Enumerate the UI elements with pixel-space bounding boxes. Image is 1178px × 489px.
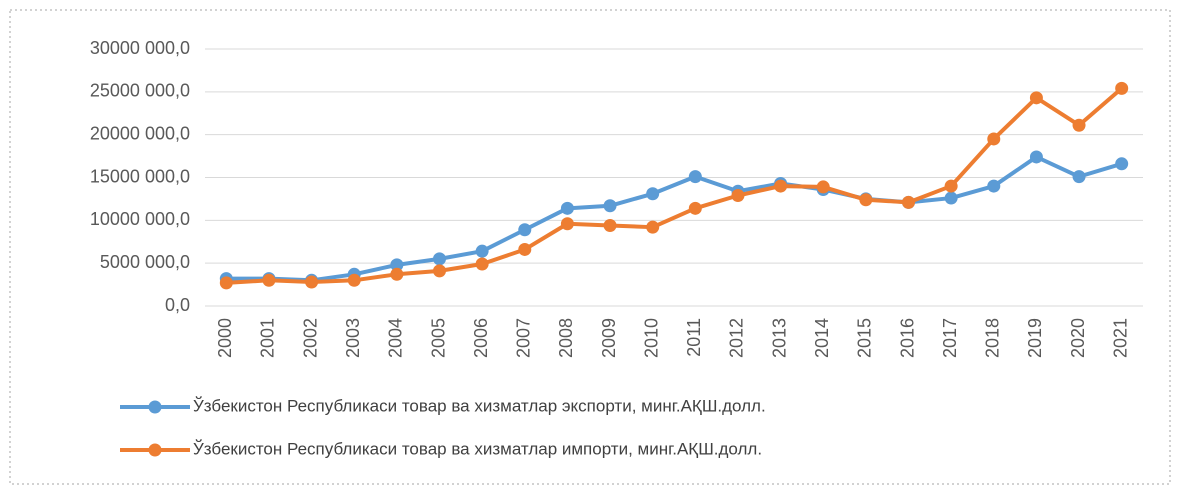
x-tick-label: 2007: [514, 318, 534, 358]
legend-label: Ўзбекистон Республикаси товар ва хизматл…: [193, 438, 762, 458]
data-point: [944, 179, 958, 193]
data-point: [475, 257, 489, 271]
data-point: [987, 132, 1001, 146]
data-point: [390, 258, 404, 272]
y-tick-label: 5000 000,0: [100, 252, 190, 272]
data-point: [987, 179, 1001, 193]
data-point: [944, 191, 958, 205]
y-tick-label: 15000 000,0: [90, 166, 190, 186]
data-point: [731, 188, 745, 202]
data-point: [1115, 81, 1129, 95]
data-point: [390, 267, 404, 281]
data-point: [603, 218, 617, 232]
y-tick-label: 10000 000,0: [90, 209, 190, 229]
data-point: [603, 199, 617, 213]
data-point: [518, 223, 532, 237]
data-point: [433, 252, 446, 266]
y-tick-label: 0,0: [165, 295, 190, 315]
x-tick-label: 2016: [897, 318, 917, 358]
data-point: [219, 276, 233, 290]
data-point: [347, 273, 361, 287]
data-point: [688, 170, 702, 184]
x-tick-label: 2021: [1110, 318, 1130, 358]
x-tick-label: 2010: [641, 318, 661, 358]
chart-frame: [9, 9, 1171, 485]
series-line: [226, 86, 1123, 285]
data-point: [688, 201, 702, 215]
data-point: [475, 244, 489, 258]
data-point: [518, 242, 532, 256]
data-point: [902, 195, 915, 209]
series-line: [226, 154, 1123, 283]
x-tick-label: 2004: [386, 318, 406, 358]
x-tick-label: 2009: [599, 318, 619, 358]
y-tick-label: 20000 000,0: [90, 123, 190, 143]
data-point: [774, 179, 788, 193]
x-tick-label: 2012: [727, 318, 747, 358]
data-point: [1029, 150, 1043, 164]
x-tick-label: 2003: [343, 318, 363, 358]
legend-marker: [148, 400, 162, 414]
x-tick-label: 2002: [300, 318, 320, 358]
x-tick-label: 2011: [684, 318, 704, 357]
data-point: [859, 193, 873, 207]
x-tick-label: 2015: [855, 318, 875, 358]
y-tick-label: 30000 000,0: [90, 38, 190, 58]
y-tick-label: 25000 000,0: [90, 81, 190, 101]
data-point: [816, 180, 830, 194]
x-tick-label: 2005: [428, 318, 448, 358]
data-point: [646, 220, 660, 234]
data-point: [1072, 118, 1086, 132]
data-point: [262, 273, 276, 287]
x-tick-label: 2006: [471, 318, 491, 358]
legend-label: Ўзбекистон Республикаси товар ва хизматл…: [193, 395, 766, 415]
data-point: [1072, 170, 1086, 184]
data-point: [646, 187, 660, 201]
x-tick-label: 2017: [940, 318, 960, 358]
data-point: [305, 275, 319, 289]
data-point: [560, 217, 574, 231]
x-tick-label: 2014: [812, 318, 832, 358]
data-point: [560, 201, 574, 215]
x-tick-label: 2018: [983, 318, 1003, 358]
x-tick-label: 2008: [556, 318, 576, 358]
data-point: [1115, 157, 1129, 171]
x-tick-label: 2019: [1025, 318, 1045, 358]
x-tick-label: 2001: [258, 318, 278, 358]
data-point: [1029, 91, 1043, 105]
legend-marker: [148, 443, 162, 457]
x-tick-label: 2020: [1068, 318, 1088, 358]
x-tick-label: 2013: [769, 318, 789, 358]
x-tick-label: 2000: [215, 318, 235, 358]
data-point: [433, 264, 446, 278]
